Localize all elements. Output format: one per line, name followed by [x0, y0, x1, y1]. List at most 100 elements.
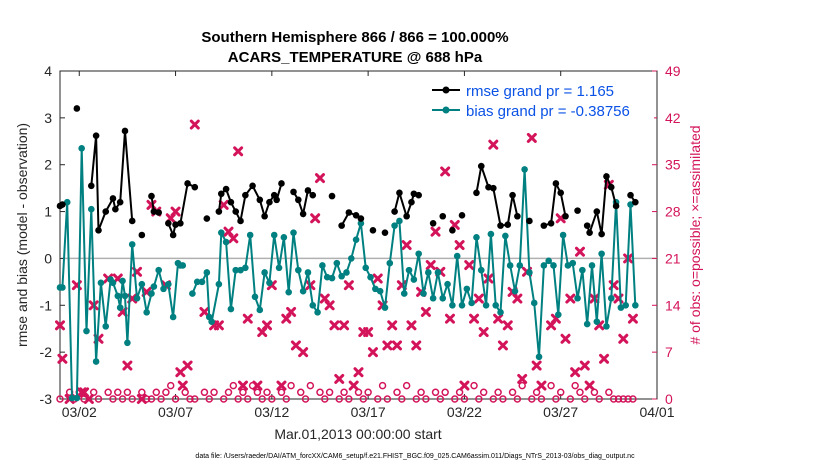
bias-point — [545, 257, 552, 265]
rmse-point — [526, 217, 533, 225]
obs-assimilated-point — [497, 340, 508, 351]
rmse-point — [184, 180, 191, 187]
obs-assimilated-point — [387, 320, 398, 331]
bias-point — [400, 290, 408, 297]
obs-possible-point — [489, 395, 498, 403]
rmse-point — [552, 180, 560, 187]
bias-point — [275, 264, 283, 272]
y-right-tick-label: 49 — [665, 63, 681, 79]
bias-point — [487, 230, 495, 238]
rmse-point — [586, 229, 593, 236]
obs-assimilated-point — [464, 260, 475, 271]
bias-point — [128, 241, 136, 248]
bias-point — [439, 294, 447, 302]
bias-point — [169, 313, 177, 321]
bias-point — [429, 294, 437, 302]
obs-possible-point — [417, 388, 425, 397]
rmse-point — [391, 208, 398, 215]
rmse-point — [352, 212, 360, 219]
bias-point — [506, 262, 514, 269]
bias-point — [583, 320, 591, 328]
bias-point — [92, 358, 100, 365]
bias-point — [526, 269, 533, 276]
bias-point — [217, 229, 225, 236]
bias-point — [68, 394, 76, 402]
rmse-point — [227, 198, 235, 206]
bias-point — [632, 301, 639, 309]
obs-assimilated-point — [560, 333, 571, 344]
obs-assimilated-point — [363, 327, 374, 338]
obs-possible-point — [287, 381, 295, 390]
rmse-point — [574, 207, 581, 214]
rmse-point — [415, 191, 422, 199]
obs-assimilated-point — [512, 293, 523, 304]
obs-assimilated-point — [57, 353, 68, 364]
bias-point — [198, 278, 206, 286]
rmse-point — [237, 217, 244, 225]
y-right-tick-label: 21 — [665, 250, 681, 266]
bias-point — [603, 323, 610, 330]
bias-point — [83, 327, 90, 335]
obs-possible-point — [479, 388, 488, 397]
x-tick-label: 03/12 — [254, 404, 289, 420]
bias-point — [588, 262, 596, 269]
obs-possible-point — [431, 388, 440, 397]
bias-point — [367, 273, 374, 281]
rmse-point — [583, 222, 591, 229]
obs-assimilated-point — [228, 233, 239, 244]
rmse-point — [116, 198, 124, 206]
obs-possible-point — [340, 388, 348, 397]
obs-assimilated-point — [584, 380, 595, 391]
obs-possible-point — [282, 395, 291, 403]
y-tick-label: 1 — [44, 204, 52, 220]
obs-possible-point — [393, 388, 401, 397]
rmse-point — [612, 202, 620, 210]
bias-point — [376, 287, 384, 295]
rmse-point — [328, 192, 336, 200]
obs-possible-point — [316, 388, 324, 397]
rmse-point — [490, 184, 497, 192]
y-tick-label: 4 — [44, 63, 52, 79]
obs-assimilated-point — [372, 273, 383, 284]
rmse-point — [222, 185, 230, 193]
obs-assimilated-point — [565, 293, 576, 304]
bias-point — [381, 304, 389, 311]
bias-point — [569, 259, 577, 267]
obs-possible-point — [268, 395, 276, 403]
obs-possible-point — [595, 395, 603, 403]
obs-assimilated-point — [599, 353, 610, 364]
bias-point — [121, 292, 129, 300]
y-right-tick-label: 0 — [665, 391, 673, 407]
obs-assimilated-point — [536, 380, 547, 391]
rmse-point — [203, 215, 211, 222]
rmse-point — [242, 191, 249, 199]
obs-possible-point — [552, 395, 560, 403]
bias-point — [124, 339, 131, 347]
rmse-point — [473, 189, 480, 197]
bias-point — [540, 262, 548, 269]
rmse-point — [295, 196, 302, 204]
obs-assimilated-point — [233, 146, 244, 157]
chart-title-line-2: ACARS_TEMPERATURE @ 688 hPa — [228, 49, 483, 66]
rmse-point — [403, 212, 410, 220]
rmse-point — [112, 205, 119, 213]
obs-possible-point — [114, 388, 122, 397]
obs-assimilated-point — [570, 367, 581, 378]
obs-possible-point — [118, 395, 127, 403]
rmse-point — [509, 191, 516, 199]
bias-point — [87, 205, 95, 213]
x-tick-label: 03/02 — [62, 404, 97, 420]
obs-possible-point — [157, 395, 165, 403]
bias-point — [352, 236, 360, 243]
obs-possible-point — [571, 381, 579, 390]
rmse-point — [87, 182, 95, 190]
bias-point — [116, 304, 124, 311]
y-tick-label: -1 — [40, 297, 53, 313]
obs-assimilated-point — [579, 360, 590, 371]
obs-assimilated-point — [55, 320, 65, 331]
obs-possible-point — [56, 395, 64, 403]
rmse-point — [439, 212, 447, 220]
y-right-tick-label: 14 — [665, 297, 681, 313]
obs-assimilated-point — [444, 313, 455, 324]
bias-point — [598, 250, 605, 258]
